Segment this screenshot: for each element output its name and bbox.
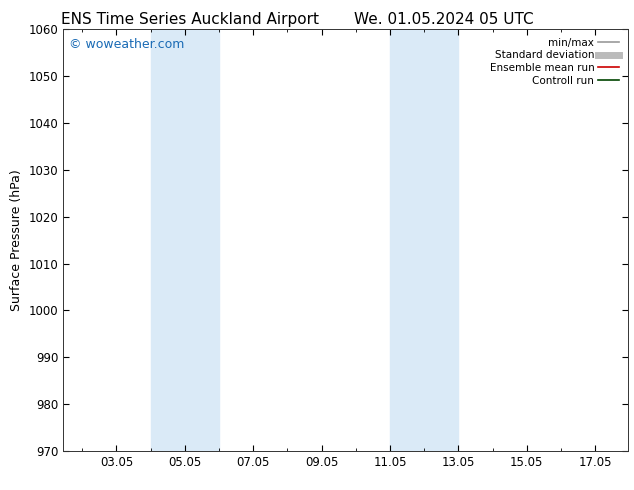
Y-axis label: Surface Pressure (hPa): Surface Pressure (hPa) [10,169,23,311]
Bar [390,29,458,451]
Text: ENS Time Series Auckland Airport: ENS Time Series Auckland Airport [61,12,319,27]
Legend: min/max, Standard deviation, Ensemble mean run, Controll run: min/max, Standard deviation, Ensemble me… [486,35,623,89]
Bar [151,29,219,451]
Text: © woweather.com: © woweather.com [69,38,184,51]
Text: We. 01.05.2024 05 UTC: We. 01.05.2024 05 UTC [354,12,534,27]
